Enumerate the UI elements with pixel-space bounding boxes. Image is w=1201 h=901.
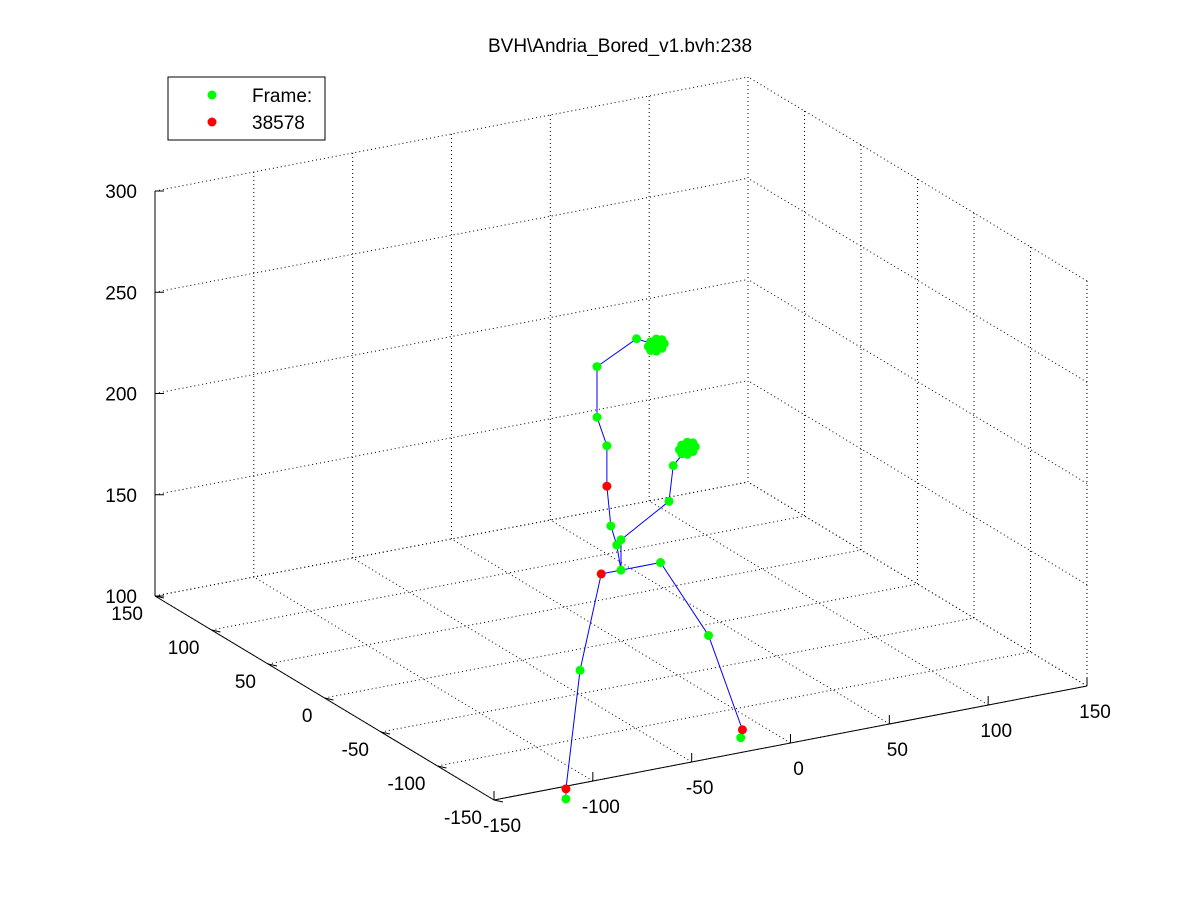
- x-tick-label: -150: [483, 816, 521, 837]
- joint-marker-green: [602, 441, 612, 451]
- z-tick-label: 300: [105, 182, 137, 203]
- joint-marker-green: [592, 412, 602, 422]
- legend-label-38578: 38578: [252, 113, 305, 134]
- joint-marker-green: [616, 565, 626, 575]
- skeleton-bone: [620, 562, 661, 571]
- skeleton-bone: [596, 338, 637, 368]
- y-tick-mark: [267, 663, 278, 667]
- x-tick-label: -100: [582, 797, 620, 818]
- joint-marker-green: [656, 558, 666, 568]
- joint-marker-red: [596, 569, 606, 579]
- joint-marker-green: [664, 496, 674, 506]
- joint-marker-green: [632, 334, 642, 344]
- joint-marker-green: [668, 461, 678, 471]
- grid-line: [154, 380, 749, 496]
- skeleton-bone: [606, 486, 612, 526]
- y-tick-label: -100: [387, 774, 425, 795]
- grid-line: [154, 76, 749, 192]
- skeleton-bone: [565, 670, 581, 789]
- grid-line: [154, 481, 749, 597]
- grid-line: [380, 617, 975, 733]
- z-tick-label: 100: [105, 587, 137, 608]
- grid-line: [437, 651, 1031, 767]
- y-tick-mark: [324, 697, 334, 701]
- chart-title: BVH\Andria_Bored_v1.bvh:238: [488, 36, 752, 57]
- y-tick-mark: [493, 799, 504, 803]
- tick-label-layer: -150-100-50050100150-150-100-50050100150…: [105, 182, 1111, 837]
- grid-line: [154, 177, 749, 293]
- y-tick-label: 0: [302, 706, 313, 727]
- y-tick-label: 50: [235, 672, 256, 693]
- axis-layer: [154, 190, 1088, 803]
- skeleton-joints: [561, 334, 747, 804]
- legend-marker-frame: [207, 90, 217, 100]
- hand-joint-marker: [657, 343, 667, 353]
- hand-joint-marker: [688, 447, 698, 457]
- skeleton-bone: [660, 562, 709, 636]
- x-tick-label: -50: [686, 778, 713, 799]
- x-tick-label: 0: [793, 759, 804, 780]
- joint-marker-red: [561, 784, 571, 794]
- skeleton-bone: [596, 417, 608, 446]
- z-tick-label: 150: [105, 486, 137, 507]
- skeleton-bones: [565, 338, 743, 799]
- joint-marker-green: [616, 535, 626, 545]
- x-tick-label: 150: [1079, 702, 1111, 723]
- joint-marker-green: [704, 630, 714, 640]
- y-tick-mark: [437, 765, 447, 769]
- x-tick-label: 100: [980, 721, 1012, 742]
- joint-marker-green: [561, 794, 571, 804]
- joint-marker-green: [592, 362, 602, 372]
- joint-marker-green: [575, 665, 585, 675]
- joint-marker-red: [602, 481, 612, 491]
- y-tick-mark: [211, 629, 221, 633]
- y-tick-label: -50: [342, 740, 369, 761]
- grid-line: [267, 549, 862, 665]
- skeleton-bone: [708, 635, 743, 730]
- y-tick-label: 150: [111, 604, 143, 625]
- x-tick-label: 50: [887, 740, 908, 761]
- skeleton-bone: [620, 500, 670, 541]
- y-tick-mark: [380, 731, 391, 735]
- grid-line: [211, 515, 805, 631]
- joint-marker-red: [737, 725, 747, 735]
- legend-label-frame: Frame:: [252, 86, 312, 107]
- joint-marker-green: [606, 521, 616, 531]
- skeleton-bone: [579, 573, 602, 671]
- grid-line: [154, 279, 749, 394]
- legend-marker-38578: [207, 117, 217, 127]
- skeleton-bone: [668, 465, 674, 502]
- z-tick-label: 250: [105, 283, 137, 304]
- y-tick-label: -150: [444, 808, 482, 829]
- z-tick-label: 200: [105, 385, 137, 406]
- joint-marker-green: [736, 733, 746, 743]
- legend: Frame: 38578: [167, 76, 326, 141]
- y-tick-label: 100: [168, 638, 200, 659]
- legend-box: [167, 76, 326, 141]
- grid-line: [324, 583, 918, 699]
